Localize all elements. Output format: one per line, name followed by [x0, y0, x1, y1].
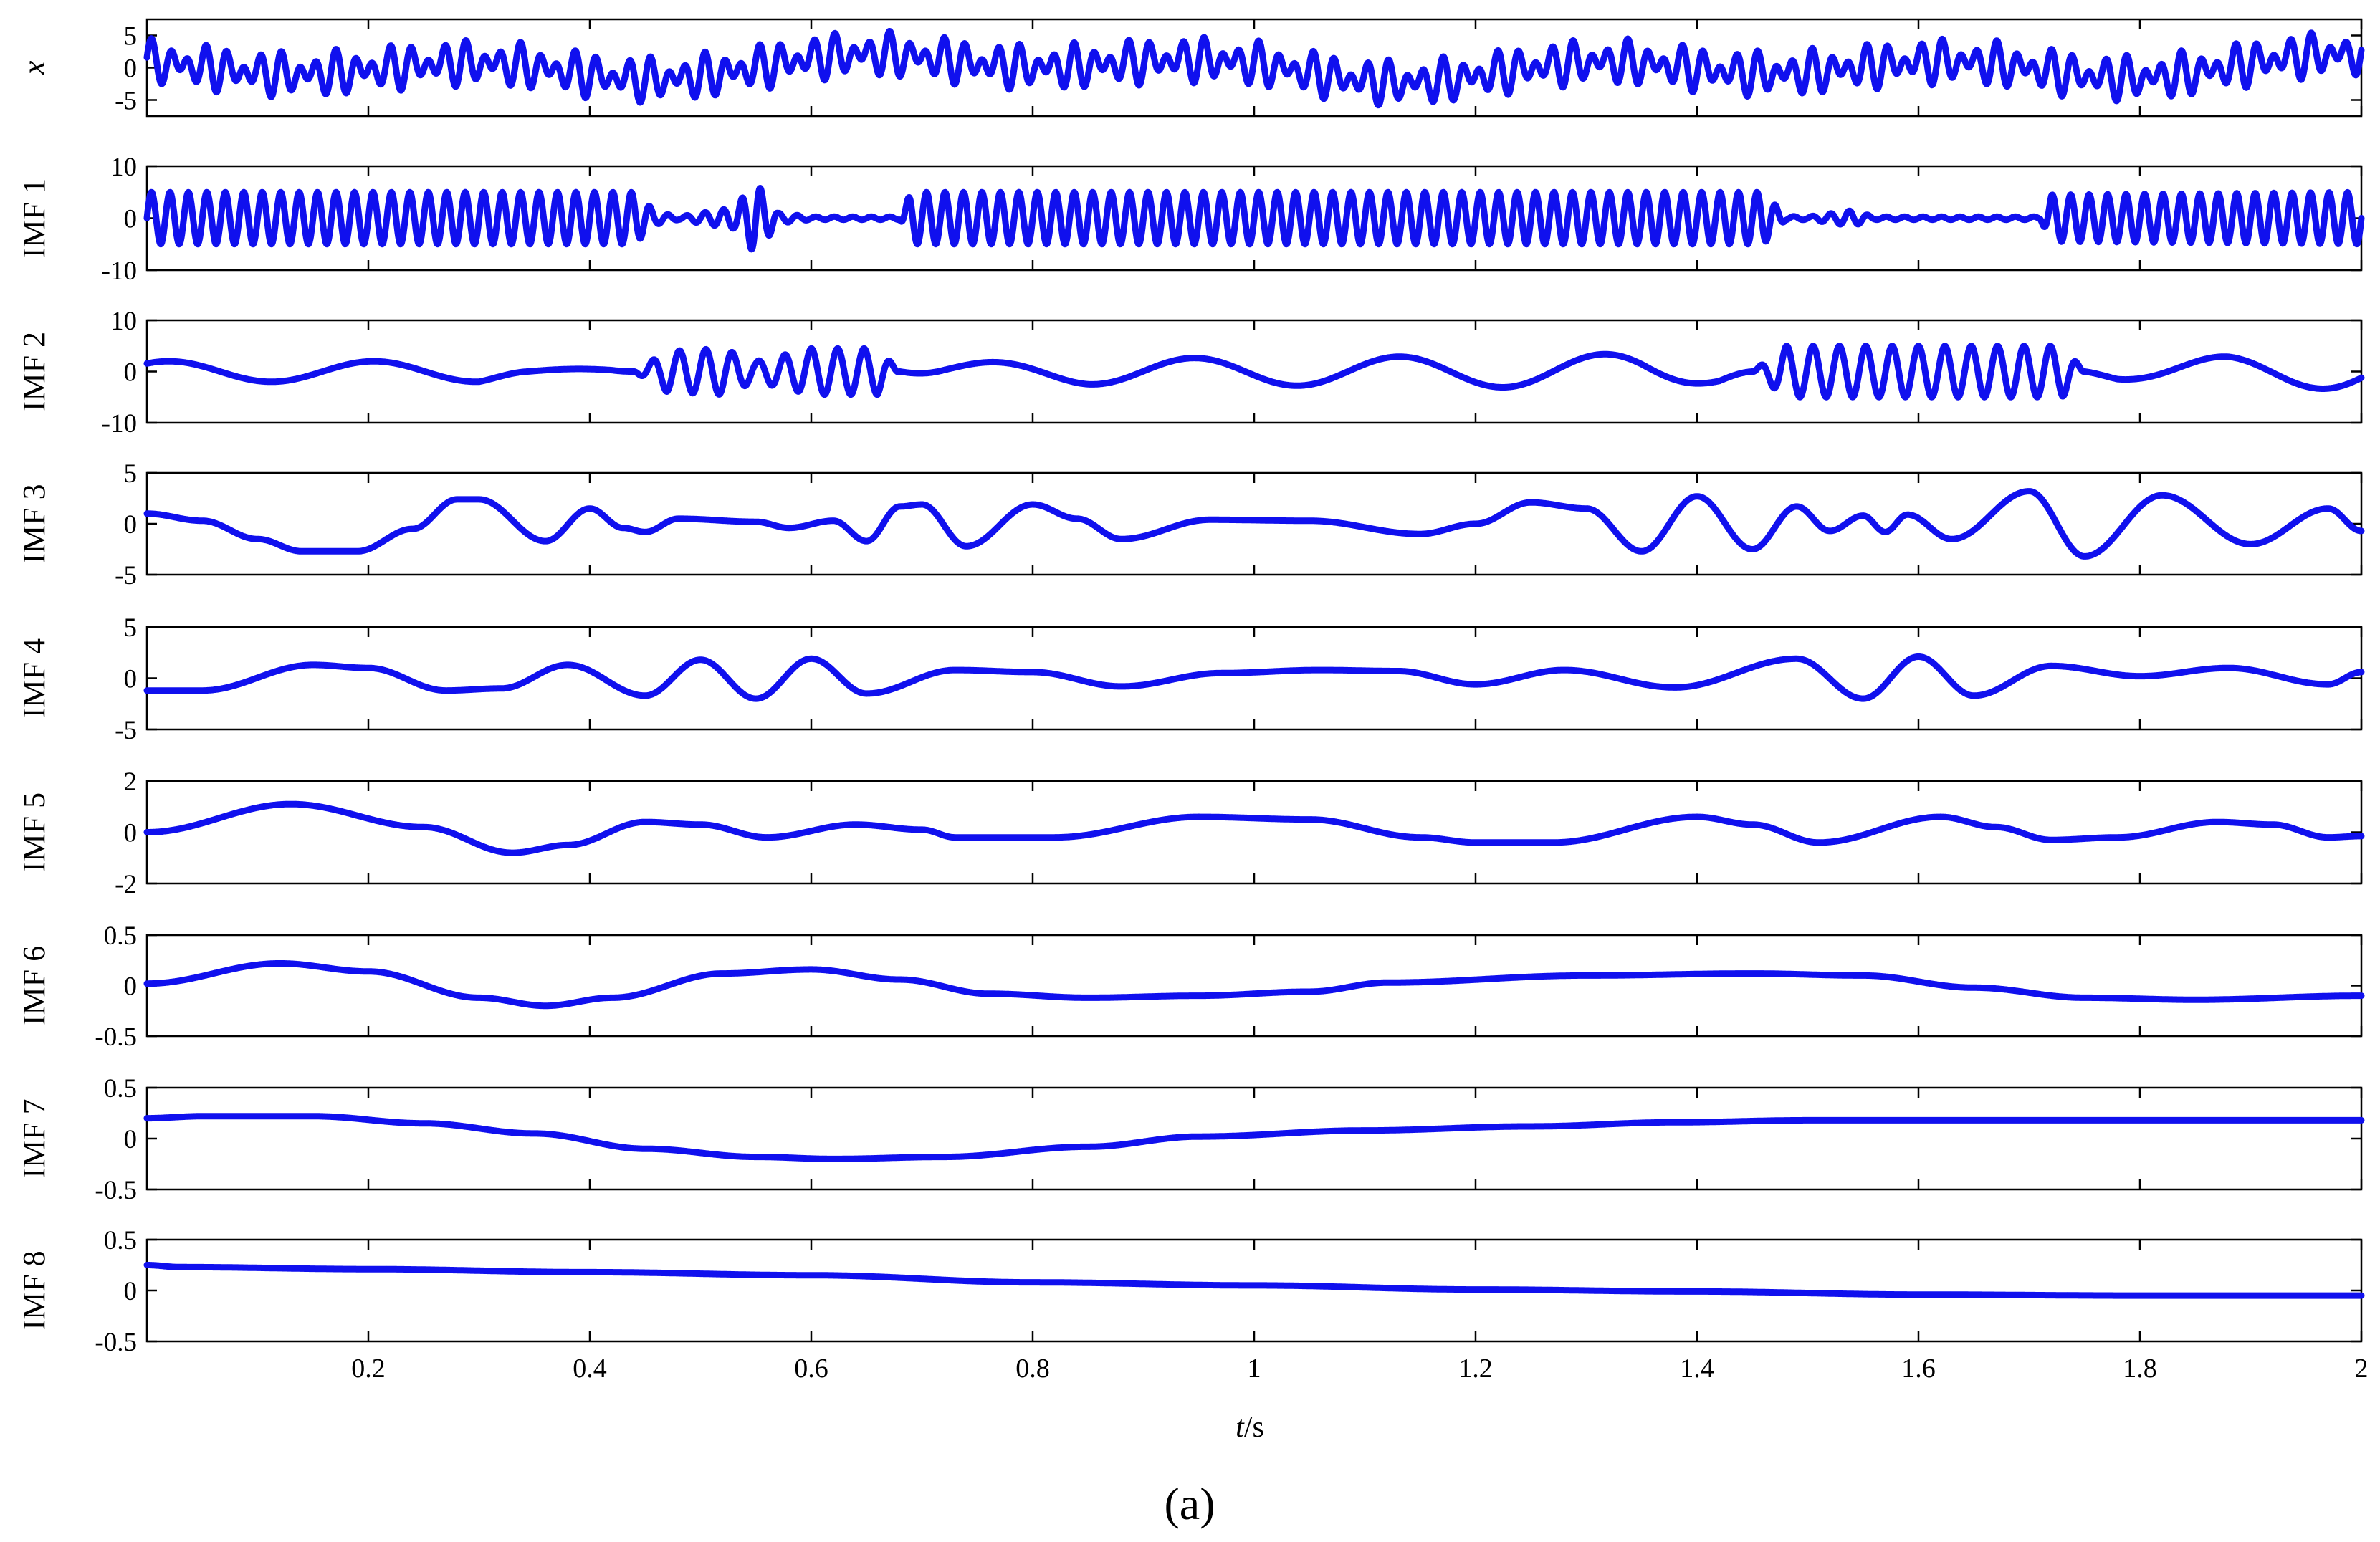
x-tick-label: 0.2 [351, 1354, 386, 1384]
panel-label: IMF 3 [16, 484, 52, 563]
y-tick-label: -2 [115, 870, 137, 899]
panel-imf-4: 5 0 -5 IMF 4 [16, 613, 2365, 745]
series-imf-3 [143, 488, 2365, 560]
series-imf-2 [143, 343, 2365, 401]
y-tick-label: 0 [124, 1277, 138, 1306]
series-imf-5 [143, 800, 2365, 856]
y-tick-label: 10 [110, 307, 137, 336]
panel-label: IMF 4 [16, 638, 52, 718]
panel-imf-8: 0.5 0 -0.5 IMF 8 [16, 1226, 2365, 1357]
y-tick-label: 0 [124, 54, 138, 84]
series-imf-1 [143, 185, 2365, 253]
y-tick-label: 0 [124, 510, 138, 540]
y-tick-label: -0.5 [95, 1176, 137, 1205]
y-tick-label: 0.5 [104, 921, 137, 951]
y-tick-label: -5 [115, 561, 137, 590]
panel-imf-1: 10 0 -10 IMF 1 [16, 153, 2365, 286]
panel-frame [145, 934, 2363, 1038]
panel-imf-2: 10 0 -10 IMF 2 [16, 307, 2365, 439]
panel-imf-6: 0.5 0 -0.5 IMF 6 [16, 921, 2365, 1052]
panel-label: IMF 2 [16, 332, 52, 411]
x-tick-label: 0.8 [1015, 1354, 1050, 1384]
y-tick-label: -0.5 [95, 1023, 137, 1052]
x-axis-label-variable: t [1236, 1411, 1245, 1444]
x-axis-label-unit: /s [1244, 1411, 1264, 1444]
x-axis-label: t/s [1236, 1411, 1264, 1444]
panel-x: 50 -5 x [16, 18, 2365, 118]
panel-imf-3: 5 0 -5 IMF 3 [16, 459, 2365, 590]
x-tick-label: 0.4 [573, 1354, 607, 1384]
panel-frame [145, 1238, 2363, 1343]
y-tick-label: 5 [124, 459, 138, 489]
y-tick-label: -10 [102, 409, 137, 439]
y-tick-label: 0 [124, 358, 138, 388]
panel-label: IMF 1 [16, 178, 52, 258]
y-tick-label: 0 [124, 665, 138, 694]
y-tick-label: -0.5 [95, 1328, 137, 1357]
y-tick-label: 0 [124, 205, 138, 234]
series-imf-8 [143, 1262, 2365, 1299]
y-tick-label: 0.5 [104, 1074, 137, 1103]
x-tick-label: 2 [2355, 1354, 2369, 1384]
y-tick-label: -10 [102, 257, 137, 286]
panel-imf-7: 0.5 0 -0.5 IMF 7 [16, 1074, 2365, 1205]
panel-imf-5: 2 0 -2 IMF 5 [16, 767, 2365, 899]
figure-caption: (a) [1164, 1478, 1215, 1529]
series-imf-6 [143, 960, 2365, 1010]
panel-label: IMF 7 [16, 1098, 52, 1178]
y-tick-label: 0 [124, 819, 138, 848]
x-tick-label: 1 [1248, 1354, 1261, 1384]
y-tick-label: -5 [115, 716, 137, 745]
y-tick-label: 5 [124, 22, 138, 52]
x-tick-label: 1.8 [2123, 1354, 2157, 1384]
x-tick-label: 1.6 [1901, 1354, 1936, 1384]
y-tick-label: 0.5 [104, 1226, 137, 1255]
y-tick-label: 2 [124, 767, 138, 797]
panel-label: IMF 8 [16, 1250, 52, 1330]
series-imf-7 [143, 1113, 2365, 1162]
y-tick-label: -5 [115, 87, 137, 116]
x-tick-label: 0.6 [794, 1354, 828, 1384]
x-axis: 0.2 0.4 0.6 0.8 1 1.2 1.4 1.6 1.8 2 [351, 1354, 2368, 1384]
panel-label: x [16, 60, 52, 75]
panel-label: IMF 5 [16, 792, 52, 872]
panel-frame [145, 626, 2363, 731]
y-tick-label: 5 [124, 613, 138, 643]
y-tick-label: 10 [110, 153, 137, 182]
x-tick-label: 1.4 [1680, 1354, 1714, 1384]
series-imf-4 [143, 653, 2365, 702]
series-x [143, 28, 2365, 109]
x-tick-label: 1.2 [1458, 1354, 1493, 1384]
panel-label: IMF 6 [16, 946, 52, 1025]
y-tick-label: 0 [124, 1125, 138, 1154]
y-tick-label: 0 [124, 972, 138, 1002]
panel-frame [145, 1086, 2363, 1191]
